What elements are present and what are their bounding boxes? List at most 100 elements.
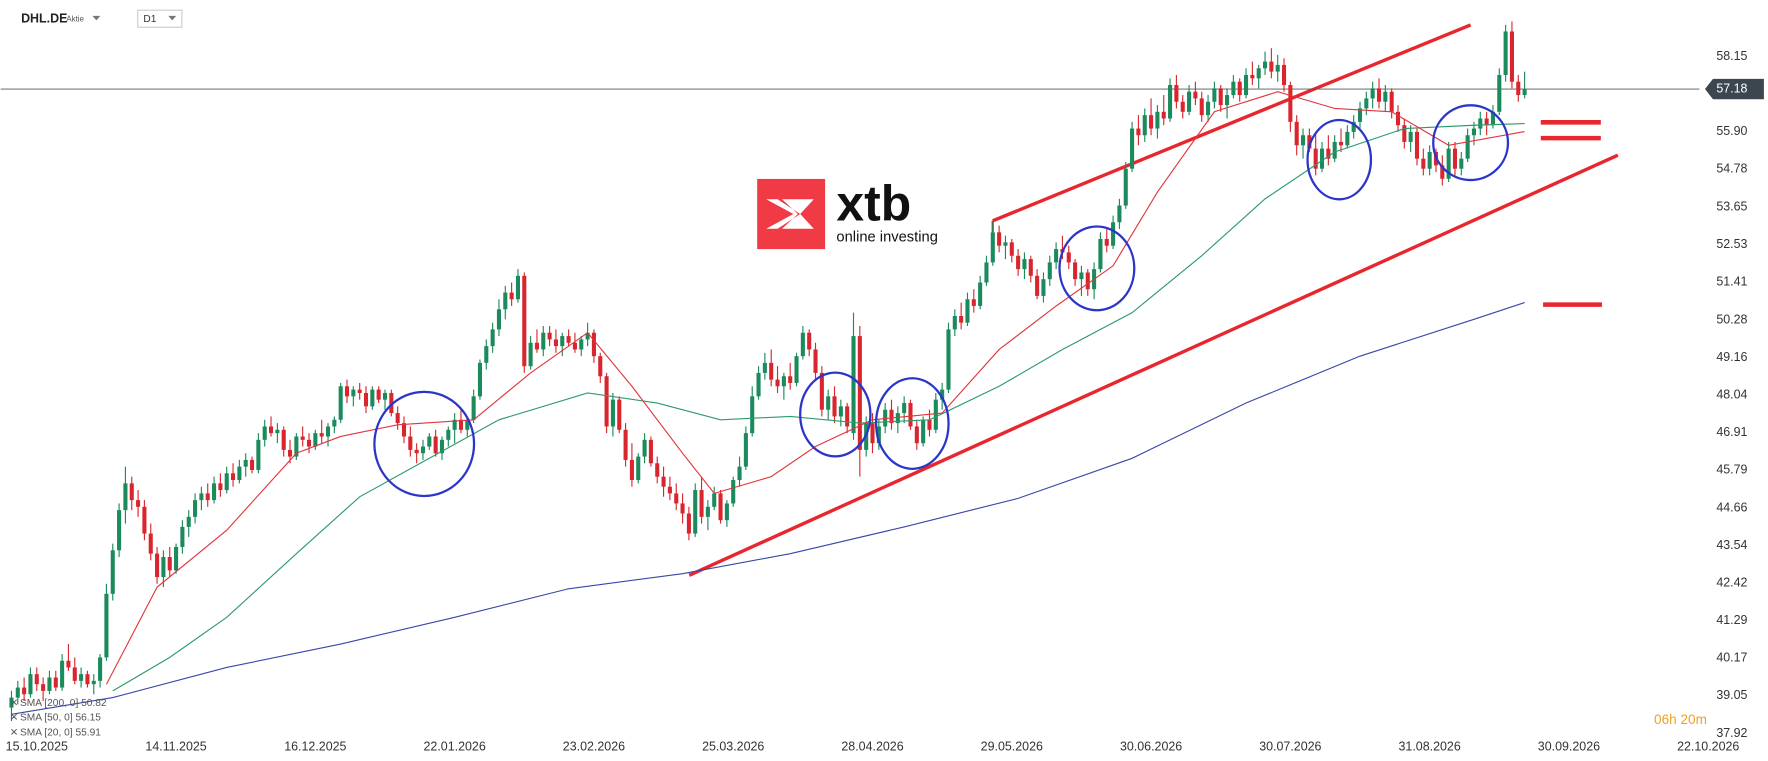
candle-body <box>1326 148 1331 159</box>
candle-body <box>971 299 976 306</box>
candle-body <box>1294 121 1299 146</box>
candle-body <box>357 389 362 393</box>
candle-body <box>775 379 780 387</box>
x-tick-label: 14.11.2025 <box>145 740 206 754</box>
candle-body <box>60 660 65 688</box>
candle-body <box>1440 165 1445 179</box>
candle-body <box>1041 279 1046 296</box>
candle-body <box>762 362 767 373</box>
candle-body <box>667 486 672 494</box>
candle-body <box>338 386 343 420</box>
candle-body <box>1180 101 1185 112</box>
candle-body <box>439 439 445 454</box>
candle-body <box>161 557 166 578</box>
circles <box>373 104 1510 498</box>
y-tick-label: 41.29 <box>1716 613 1747 627</box>
candle-body <box>167 557 172 571</box>
x-tick-label: 22.01.2026 <box>424 740 486 754</box>
candle-body <box>819 372 824 410</box>
legend-icon: ✕ <box>10 713 19 724</box>
candle-body <box>984 262 989 283</box>
y-tick-label: 50.28 <box>1716 312 1747 326</box>
instrument-type: Aktie <box>66 14 84 23</box>
candle-body <box>940 389 945 400</box>
candle-body <box>370 389 375 407</box>
symbol: DHL.DE <box>21 12 67 26</box>
interval-select[interactable] <box>137 9 183 28</box>
candle-body <box>1300 135 1306 146</box>
x-tick-label: 30.09.2026 <box>1538 740 1600 754</box>
candle-body <box>560 336 565 347</box>
candle-body <box>110 550 115 594</box>
candle-body <box>541 332 546 350</box>
candle-body <box>136 500 141 507</box>
legend-entry: SMA [50, 0] 56.15 <box>20 713 101 724</box>
candle-body <box>1484 118 1489 126</box>
candle-body <box>946 329 951 390</box>
candle-body <box>933 399 938 430</box>
candle-body <box>1509 31 1514 82</box>
candle-body <box>547 332 552 340</box>
candle-body <box>889 409 894 424</box>
circle-annotation <box>1306 118 1373 201</box>
candle-body <box>1149 115 1154 129</box>
candle-body <box>1168 85 1173 119</box>
candle-body <box>1490 111 1495 126</box>
candle-body <box>98 657 103 681</box>
candle-body <box>902 403 907 414</box>
candle-body <box>528 342 533 367</box>
candle-body <box>142 506 147 534</box>
candle-body <box>401 423 407 437</box>
candle-body <box>1522 89 1527 96</box>
candle-body <box>294 436 299 457</box>
candle-body <box>72 667 77 681</box>
candle-body <box>281 429 286 450</box>
candle-body <box>243 459 248 467</box>
candle-body <box>104 593 109 658</box>
candle-body <box>199 493 204 501</box>
candle-body <box>319 433 324 437</box>
y-tick-label: 46.91 <box>1716 425 1747 439</box>
x-tick-label: 28.04.2026 <box>841 740 903 754</box>
legend-icon: ✕ <box>10 727 19 738</box>
candle-body <box>838 406 843 417</box>
candle-body <box>1130 128 1135 169</box>
x-tick-label: 25.03.2026 <box>702 740 764 754</box>
candle-body <box>1231 81 1236 96</box>
sma-line <box>105 91 1525 685</box>
candle-body <box>1225 95 1230 106</box>
circle-annotation <box>874 377 950 470</box>
candle-body <box>1383 91 1388 102</box>
y-tick-label: 43.54 <box>1716 538 1747 552</box>
dropdown-arrow[interactable] <box>92 15 101 21</box>
candle-body <box>952 315 957 330</box>
candle-body <box>218 483 223 491</box>
price-label-box <box>1705 78 1764 100</box>
candle-body <box>446 429 451 440</box>
candle-body <box>1073 262 1078 280</box>
dropdown-arrow[interactable] <box>168 15 177 21</box>
candle-body <box>636 456 641 481</box>
candle-body <box>870 423 875 444</box>
candle-body <box>515 275 520 300</box>
y-tick-label: 48.04 <box>1716 387 1747 401</box>
sma-line <box>11 302 1525 715</box>
candle-body <box>1104 239 1109 246</box>
candle-body <box>332 419 337 427</box>
candle-body <box>743 433 748 467</box>
candle-body <box>1408 131 1413 142</box>
candle-body <box>1465 135 1470 159</box>
candle-body <box>433 436 438 454</box>
candle-body <box>503 292 508 310</box>
candle-body <box>1212 88 1217 102</box>
candle-body <box>212 483 217 501</box>
candle-body <box>566 336 571 343</box>
candle-body <box>148 533 153 554</box>
candle-body <box>921 419 926 444</box>
candle-body <box>129 483 134 501</box>
candle-body <box>1427 151 1432 169</box>
candle-body <box>756 372 761 397</box>
candle-body <box>997 232 1002 246</box>
sma-line <box>112 122 1525 692</box>
